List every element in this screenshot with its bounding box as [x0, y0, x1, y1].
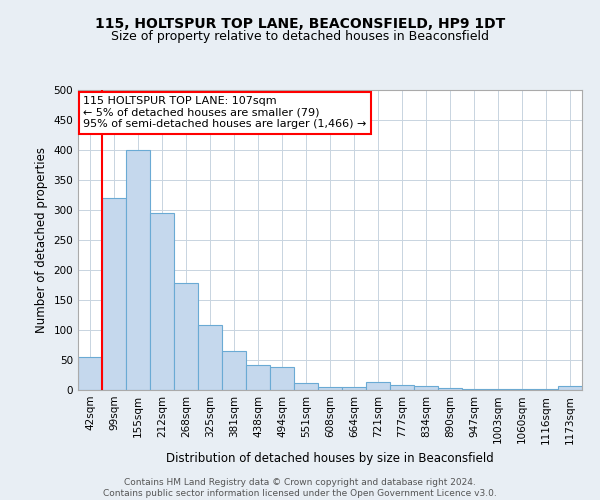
Text: 115 HOLTSPUR TOP LANE: 107sqm
← 5% of detached houses are smaller (79)
95% of se: 115 HOLTSPUR TOP LANE: 107sqm ← 5% of de… [83, 96, 367, 129]
Bar [78, 357, 102, 390]
Bar [246, 365, 270, 390]
Bar [390, 384, 414, 390]
Bar [294, 383, 318, 390]
Y-axis label: Number of detached properties: Number of detached properties [35, 147, 48, 333]
Bar [366, 382, 390, 390]
Bar [486, 389, 510, 390]
Text: 115, HOLTSPUR TOP LANE, BEACONSFIELD, HP9 1DT: 115, HOLTSPUR TOP LANE, BEACONSFIELD, HP… [95, 18, 505, 32]
Bar [462, 389, 486, 390]
Bar [222, 351, 246, 390]
Bar [438, 388, 462, 390]
Text: Contains HM Land Registry data © Crown copyright and database right 2024.
Contai: Contains HM Land Registry data © Crown c… [103, 478, 497, 498]
Bar [318, 387, 342, 390]
Bar [150, 213, 174, 390]
Bar [270, 367, 294, 390]
Bar [558, 386, 582, 390]
X-axis label: Distribution of detached houses by size in Beaconsfield: Distribution of detached houses by size … [166, 452, 494, 465]
Bar [102, 198, 126, 390]
Bar [174, 283, 198, 390]
Bar [342, 387, 366, 390]
Bar [126, 150, 150, 390]
Bar [414, 386, 438, 390]
Bar [198, 325, 222, 390]
Text: Size of property relative to detached houses in Beaconsfield: Size of property relative to detached ho… [111, 30, 489, 43]
